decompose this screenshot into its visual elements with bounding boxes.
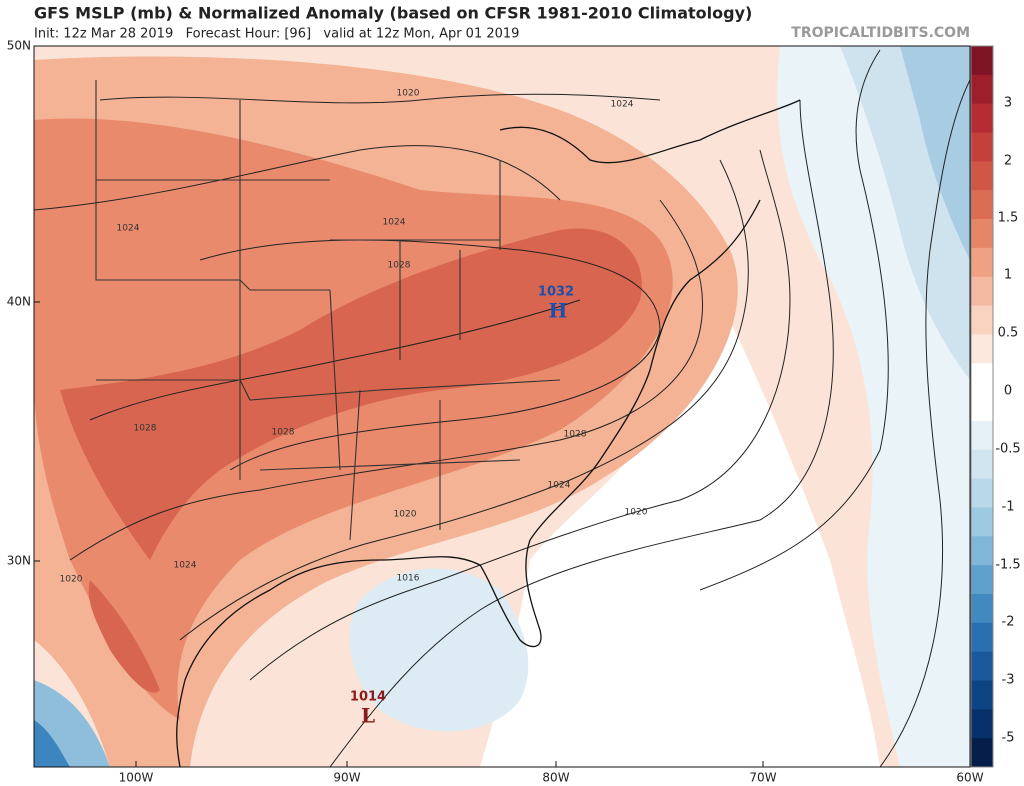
colorbar-segment <box>971 219 993 249</box>
map-frame <box>33 45 971 768</box>
colorbar-segment <box>971 247 993 278</box>
isobar <box>34 145 561 211</box>
colorbar-segment <box>971 363 993 393</box>
isobar <box>249 149 791 681</box>
source: TROPICALTIDBITS.COM <box>791 25 970 41</box>
colorbar-segment <box>971 103 993 134</box>
coastline <box>499 99 801 164</box>
isobar-label: 1024 <box>611 100 634 110</box>
colorbar-label: 1 <box>1004 268 1012 283</box>
subtitle: Init: 12z Mar 28 2019 Forecast Hour: [96… <box>34 27 519 42</box>
isobar-label: 1028 <box>564 430 587 440</box>
colorbar-segment <box>971 305 993 335</box>
colorbar-segment <box>971 680 993 710</box>
isobar <box>879 79 970 767</box>
colorbar-label: -1 <box>1002 500 1015 515</box>
colorbar-segment <box>971 709 993 739</box>
map <box>34 46 970 767</box>
colorbar-segment <box>971 46 993 76</box>
colorbar-label: -2 <box>1002 615 1015 630</box>
anomaly-area <box>900 46 970 260</box>
colorbar-label: -5 <box>1002 731 1015 746</box>
anomaly-area <box>88 580 160 693</box>
isobar <box>99 93 661 104</box>
low-letter: L <box>361 704 375 728</box>
isobar-label: 1020 <box>60 575 83 585</box>
colorbar-segment <box>971 392 993 422</box>
colorbar-segment <box>971 622 993 653</box>
lon-label: 60W <box>956 771 983 785</box>
isobar-label: 1020 <box>397 89 420 99</box>
lon-label: 70W <box>749 771 776 785</box>
lat-label: 30N <box>7 554 31 568</box>
isobar <box>69 199 704 561</box>
colorbar-label: 3 <box>1004 96 1012 111</box>
isobar-label: 1024 <box>548 481 571 491</box>
isobar <box>329 99 834 767</box>
colorbar-segment <box>971 276 993 307</box>
colorbar-segment <box>971 420 993 451</box>
colorbar-segment <box>971 593 993 624</box>
colorbar-segment <box>971 334 993 364</box>
colorbar-segment <box>971 651 993 681</box>
colorbar-label: 1.5 <box>998 211 1019 226</box>
colorbar-segment <box>971 507 993 537</box>
high-value: 1032 <box>538 285 574 300</box>
isobar-label: 1028 <box>134 424 157 434</box>
colorbar-segment <box>971 536 993 566</box>
state-border <box>95 80 561 541</box>
isobar-label: 1024 <box>174 561 197 571</box>
isobar-label: 1028 <box>388 261 411 271</box>
colorbar-segment <box>971 449 993 480</box>
colorbar-segment <box>971 565 993 595</box>
anomaly-area <box>34 720 70 767</box>
lat-label: 50N <box>7 39 31 53</box>
colorbar-segment <box>971 132 993 162</box>
isobar-label: 1016 <box>397 574 420 584</box>
isobar <box>89 299 581 421</box>
lon-label: 100W <box>119 771 154 785</box>
coastline <box>176 199 761 767</box>
isobar <box>179 159 749 641</box>
colorbar-label: -0.5 <box>995 442 1020 457</box>
low-value: 1014 <box>350 690 386 705</box>
anomaly-area <box>480 300 880 767</box>
isobar-label: 1024 <box>117 224 140 234</box>
lat-label: 40N <box>7 295 31 309</box>
colorbar-label: 2 <box>1004 154 1012 169</box>
colorbar-label: -1.5 <box>995 558 1020 573</box>
colorbar-label: -3 <box>1002 673 1015 688</box>
colorbar-label: 0 <box>1004 384 1012 399</box>
colorbar-label: 0.5 <box>998 326 1019 341</box>
isobar-label: 1020 <box>625 508 648 518</box>
colorbar-segment <box>971 190 993 220</box>
colorbar-segment <box>971 478 993 508</box>
colorbar-segment <box>971 161 993 191</box>
isobar-label: 1028 <box>272 428 295 438</box>
colorbar-segment <box>971 738 993 768</box>
high-letter: H <box>549 299 568 323</box>
title: GFS MSLP (mb) & Normalized Anomaly (base… <box>34 4 752 23</box>
isobar <box>699 49 889 591</box>
isobar-label: 1020 <box>394 510 417 520</box>
anomaly-area <box>60 228 642 560</box>
lon-label: 90W <box>333 771 360 785</box>
colorbar-segment <box>971 74 993 105</box>
isobar-label: 1024 <box>383 218 406 228</box>
lon-label: 80W <box>542 771 569 785</box>
colorbar-frame <box>970 45 994 768</box>
anomaly-area <box>349 568 529 732</box>
